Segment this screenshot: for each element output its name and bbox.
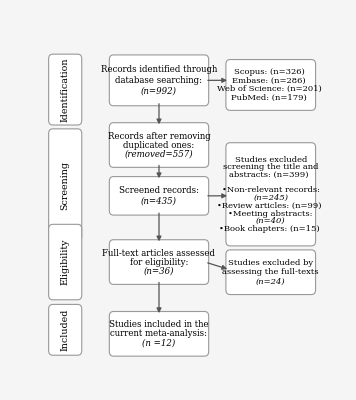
FancyBboxPatch shape [109, 55, 209, 106]
Text: Studies excluded: Studies excluded [235, 156, 307, 164]
FancyBboxPatch shape [109, 312, 209, 356]
Text: (n=992): (n=992) [141, 86, 177, 95]
Text: (n=245): (n=245) [253, 194, 288, 202]
FancyBboxPatch shape [109, 240, 209, 284]
FancyBboxPatch shape [109, 176, 209, 215]
Text: screening the title and: screening the title and [223, 163, 319, 171]
FancyBboxPatch shape [226, 143, 315, 246]
FancyBboxPatch shape [226, 60, 315, 110]
Text: Scopus: (n=326): Scopus: (n=326) [234, 68, 304, 76]
Text: database searching:: database searching: [115, 76, 203, 85]
Text: Included: Included [61, 309, 70, 351]
Text: Eligibility: Eligibility [61, 239, 70, 285]
Text: •Review articles: (n=99): •Review articles: (n=99) [217, 202, 321, 210]
Text: •Meeting abstracts:: •Meeting abstracts: [229, 210, 313, 218]
Text: (n=40): (n=40) [256, 217, 286, 225]
Text: •Book chapters: (n=15): •Book chapters: (n=15) [219, 225, 319, 233]
Text: •Non-relevant records:: •Non-relevant records: [222, 186, 320, 194]
Text: Screened records:: Screened records: [119, 186, 199, 195]
Text: current meta-analysis:: current meta-analysis: [110, 329, 208, 338]
Text: Records identified through: Records identified through [101, 66, 217, 74]
FancyBboxPatch shape [49, 54, 82, 125]
Text: PubMed: (n=179): PubMed: (n=179) [231, 94, 307, 102]
Text: Web of Science: (n=201): Web of Science: (n=201) [217, 85, 321, 93]
Text: Embase: (n=286): Embase: (n=286) [232, 77, 306, 85]
FancyBboxPatch shape [49, 224, 82, 300]
FancyBboxPatch shape [49, 304, 82, 355]
Text: (n=24): (n=24) [256, 278, 286, 286]
FancyBboxPatch shape [226, 250, 315, 294]
Text: abstracts: (n=399): abstracts: (n=399) [229, 171, 309, 179]
FancyBboxPatch shape [109, 123, 209, 167]
Text: (n=36): (n=36) [144, 266, 174, 276]
Text: assessing the full-texts: assessing the full-texts [222, 268, 319, 276]
Text: Screening: Screening [61, 160, 70, 210]
Text: Studies excluded by: Studies excluded by [228, 258, 313, 266]
Text: (n=435): (n=435) [141, 197, 177, 206]
Text: Studies included in the: Studies included in the [109, 320, 209, 330]
Text: for eligibility:: for eligibility: [130, 258, 188, 266]
Text: duplicated ones:: duplicated ones: [124, 140, 195, 150]
Text: (n =12): (n =12) [142, 338, 176, 347]
Text: Full-text articles assessed: Full-text articles assessed [103, 249, 215, 258]
Text: Identification: Identification [61, 57, 70, 122]
FancyBboxPatch shape [49, 129, 82, 241]
Text: (removed=557): (removed=557) [125, 149, 193, 158]
Text: Records after removing: Records after removing [108, 132, 210, 141]
